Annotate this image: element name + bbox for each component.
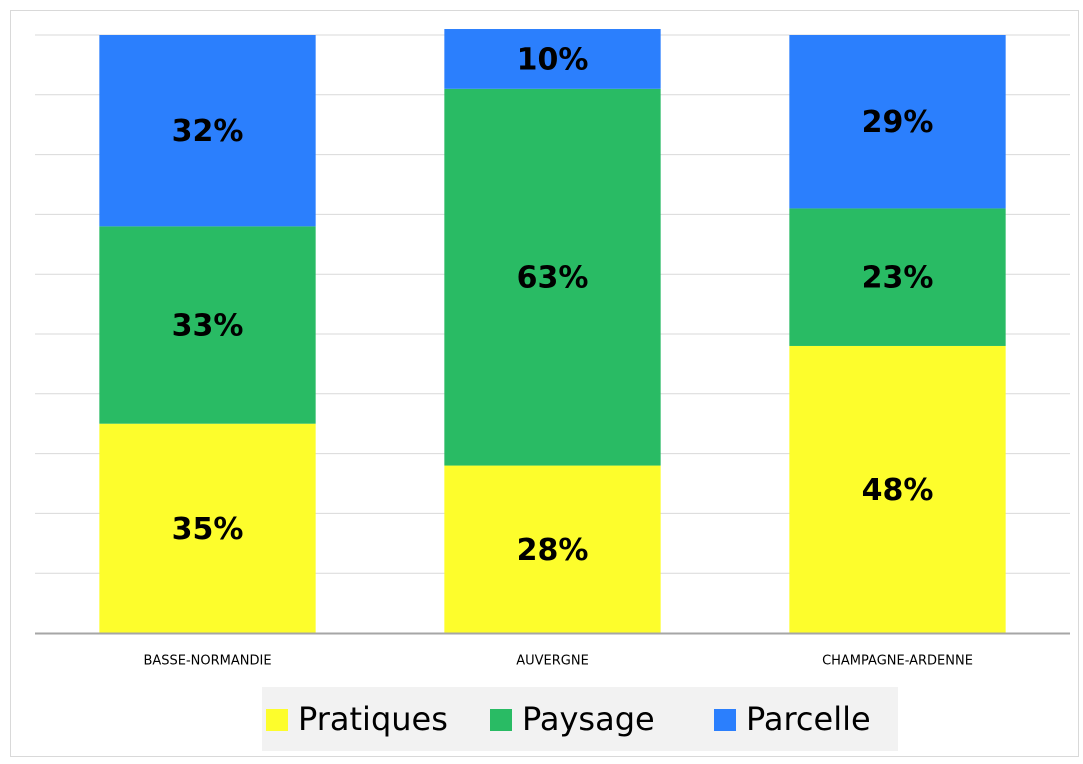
legend-label: Paysage: [522, 700, 655, 738]
x-tick-label: AUVERGNE: [516, 654, 589, 669]
data-label: 23%: [862, 261, 934, 296]
bar-segment: [444, 465, 661, 633]
bar-segment: [444, 29, 661, 89]
bar-segment: [789, 208, 1006, 346]
data-label: 28%: [517, 533, 589, 568]
legend-box: [262, 687, 898, 751]
bar-segment: [789, 345, 1006, 633]
legend-swatch: [266, 709, 288, 731]
x-tick-label: CHAMPAGNE-ARDENNE: [822, 654, 973, 669]
bar-segment: [99, 423, 316, 633]
bar-segment: [789, 35, 1006, 209]
data-label: 63%: [517, 261, 589, 296]
data-label: 32%: [172, 114, 244, 149]
bar-segment: [444, 88, 661, 466]
data-label: 35%: [172, 512, 244, 547]
data-label: 10%: [517, 42, 589, 77]
data-label: 48%: [862, 473, 934, 508]
data-label: 29%: [862, 105, 934, 140]
x-tick-label: BASSE-NORMANDIE: [143, 654, 271, 669]
legend-swatch: [490, 709, 512, 731]
data-label: 33%: [172, 309, 244, 344]
legend-swatch: [714, 709, 736, 731]
legend-label: Parcelle: [746, 700, 871, 738]
bar-segment: [99, 226, 316, 424]
legend-label: Pratiques: [298, 700, 448, 738]
bar-segment: [99, 35, 316, 227]
